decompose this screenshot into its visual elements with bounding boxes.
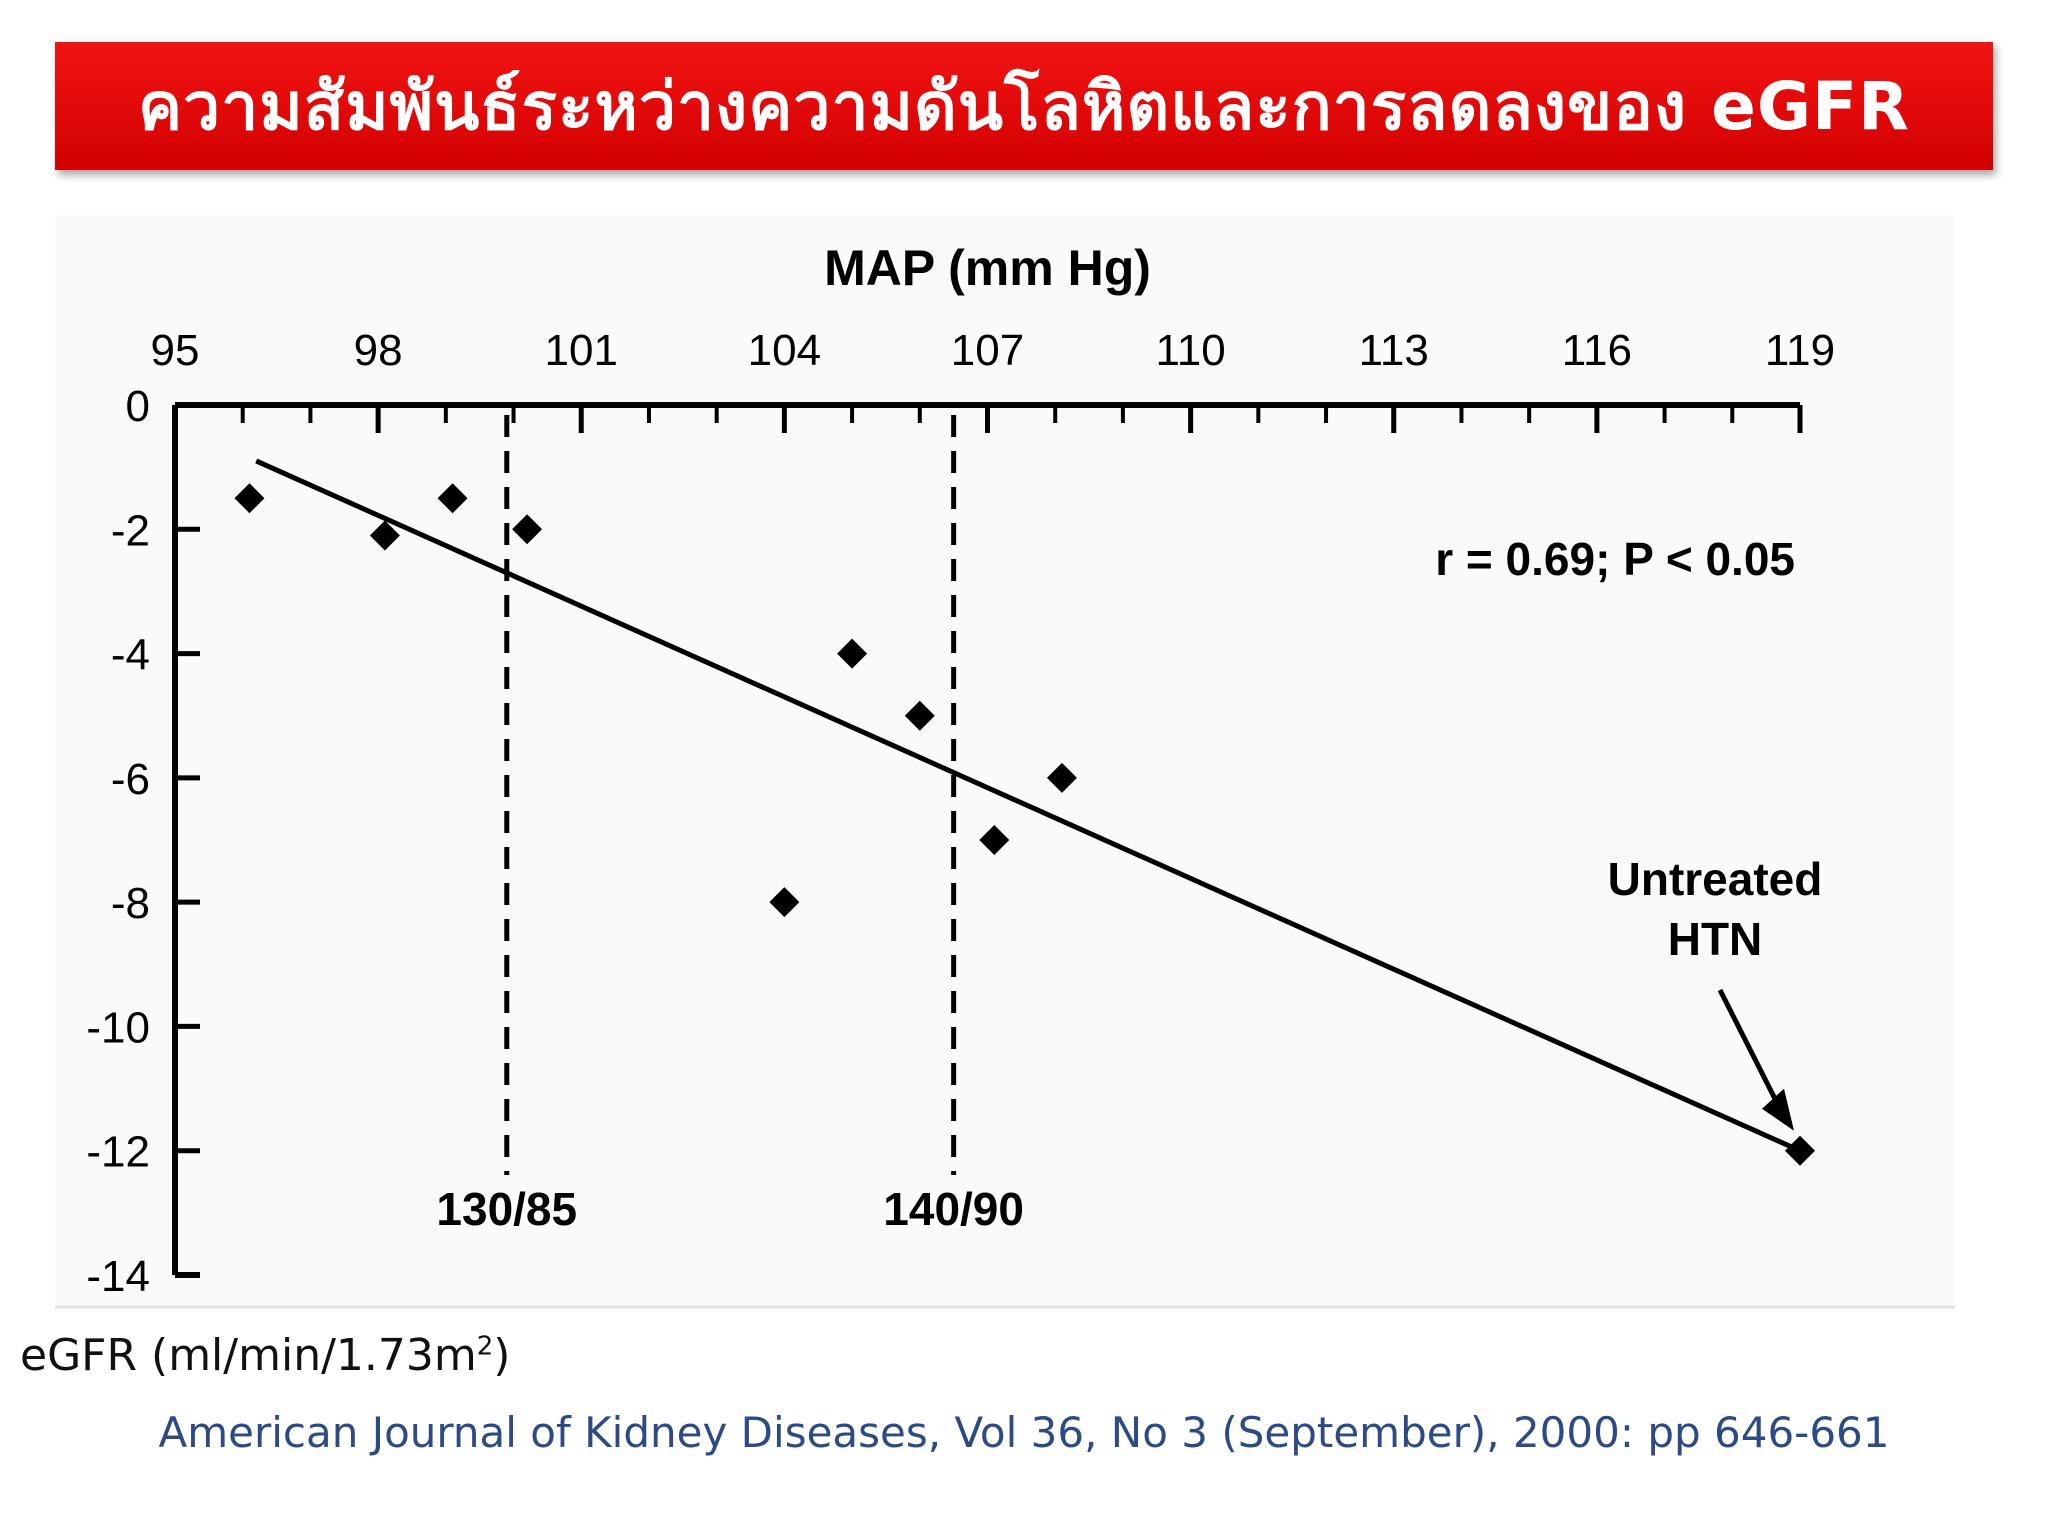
callout-label-line2: HTN xyxy=(1668,913,1763,965)
citation: American Journal of Kidney Diseases, Vol… xyxy=(158,1408,1890,1457)
callout-label-line1: Untreated xyxy=(1608,853,1823,905)
data-point xyxy=(369,520,400,551)
scatter-chart: 95 98 101 104 107 110 113 116 119 0 -2 -4 -6 -8 -10 -12… xyxy=(55,240,1955,1309)
data-point xyxy=(437,483,468,514)
data-point xyxy=(1785,1135,1815,1166)
unit-close: ) xyxy=(493,1330,511,1381)
unit-superscript: 2 xyxy=(476,1331,494,1362)
unit-text: eGFR (ml/min/1.73m xyxy=(20,1330,477,1381)
reference-line-label: 140/90 xyxy=(883,1183,1024,1235)
data-point xyxy=(1046,762,1077,793)
x-tick-label: 107 xyxy=(951,326,1024,375)
x-tick-label: 98 xyxy=(354,326,403,375)
data-point xyxy=(979,825,1010,855)
x-tick-label: 95 xyxy=(151,326,200,375)
x-tick-label: 104 xyxy=(748,326,821,375)
chart-area: 95 98 101 104 107 110 113 116 119 0 -2 -4 -6 -8 -10 -12… xyxy=(55,215,1955,1310)
x-tick-label: 101 xyxy=(545,326,618,375)
stat-annotation: r = 0.69; P < 0.05 xyxy=(1435,533,1795,585)
y-tick-label: -12 xyxy=(86,1128,150,1177)
reference-line-label: 130/85 xyxy=(436,1183,577,1235)
callout-arrow-head xyxy=(1762,1088,1794,1131)
data-point xyxy=(904,700,935,731)
regression-line xyxy=(255,458,1802,1153)
title-thai: ความสัมพันธ์ระหว่างความดันโลหิตและการลดล… xyxy=(138,66,1688,145)
y-tick-label: -14 xyxy=(86,1252,150,1301)
x-tick-label: 119 xyxy=(1765,326,1835,375)
y-tick-label: 0 xyxy=(126,382,150,431)
y-tick-label: -10 xyxy=(86,1003,150,1052)
title-suffix: eGFR xyxy=(1711,67,1910,145)
callout-arrow-line xyxy=(1717,988,1783,1110)
data-point xyxy=(769,887,800,918)
x-axis-title: MAP (mm Hg) xyxy=(824,240,1151,296)
y-tick-label: -4 xyxy=(111,631,150,680)
y-tick-label: -2 xyxy=(111,506,150,555)
data-point xyxy=(837,638,868,669)
x-tick-label: 110 xyxy=(1156,326,1226,375)
data-point xyxy=(234,483,265,514)
data-point xyxy=(512,514,543,545)
y-tick-label: -8 xyxy=(111,879,150,928)
y-tick-label: -6 xyxy=(111,755,150,804)
y-axis-unit-label: eGFR (ml/min/1.73m2) xyxy=(20,1330,510,1381)
page-title: ความสัมพันธ์ระหว่างความดันโลหิตและการลดล… xyxy=(138,54,1910,159)
x-tick-label: 116 xyxy=(1562,326,1632,375)
title-banner: ความสัมพันธ์ระหว่างความดันโลหิตและการลดล… xyxy=(55,42,1993,170)
x-tick-label: 113 xyxy=(1359,326,1429,375)
